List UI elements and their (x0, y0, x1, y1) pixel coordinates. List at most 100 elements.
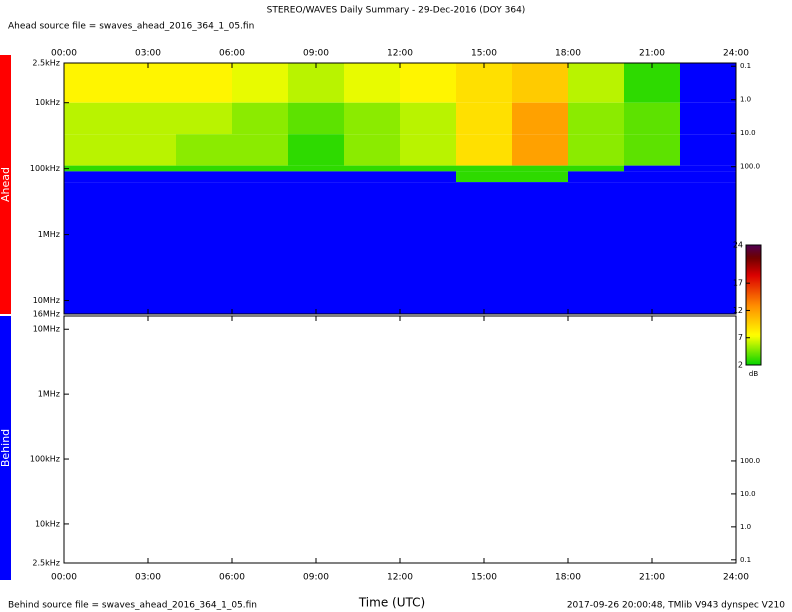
spectrogram-cell (120, 102, 176, 135)
spectrogram-cell (288, 134, 344, 166)
colorbar-swatch (746, 319, 761, 322)
spectrogram-cell (512, 171, 568, 183)
colorbar-swatch (746, 263, 761, 266)
colorbar-swatch (746, 291, 761, 294)
x-tick-label-top: 06:00 (219, 49, 245, 59)
colorbar-swatch (746, 287, 761, 290)
spectrogram-cell (344, 171, 400, 183)
colorbar-swatch (746, 359, 761, 362)
x-tick-label-bottom: 09:00 (303, 573, 329, 583)
spectrogram-cell (344, 63, 400, 103)
colorbar-swatch (746, 285, 761, 288)
panel-name: Ahead (0, 167, 12, 202)
colorbar-swatch (746, 323, 761, 326)
colorbar-frame (745, 244, 762, 366)
spectrogram-cell (120, 165, 176, 172)
colorbar-swatch (746, 297, 761, 300)
colorbar-swatch (746, 289, 761, 292)
y-tick-label: 1MHz (38, 390, 60, 399)
y-tick-label: 2.5kHz (32, 559, 60, 568)
colorbar-swatch (746, 349, 761, 352)
x-tick-label-bottom: 00:00 (51, 573, 77, 583)
colorbar-swatch (746, 327, 761, 330)
spectrogram-cell (624, 63, 680, 103)
colorbar-swatch (746, 351, 761, 354)
colorbar-swatch (746, 331, 761, 334)
footer: 2017-09-26 20:00:48, TMlib V943 dynspec … (567, 601, 785, 611)
colorbar-swatch (746, 317, 761, 320)
y2-tick-label: 0.1 (740, 62, 751, 70)
spectrogram-cell (64, 134, 120, 166)
spectrogram-cell (64, 171, 120, 183)
spectrogram-cell (176, 102, 232, 135)
colorbar-tick-label: 7 (738, 333, 743, 342)
colorbar-swatch (746, 279, 761, 282)
colorbar-swatch (746, 363, 761, 366)
spectrogram-cell (680, 165, 736, 172)
colorbar-swatch (746, 259, 761, 262)
x-tick-label-top: 15:00 (471, 49, 497, 59)
x-tick-label-top: 18:00 (555, 49, 581, 59)
y-tick-label: 10MHz (33, 325, 60, 334)
colorbar-swatch (746, 245, 761, 248)
colorbar-swatch (746, 345, 761, 348)
spectrogram-cell (176, 165, 232, 172)
colorbar-tick-label: 17 (733, 279, 743, 288)
colorbar-swatch (746, 315, 761, 318)
y-tick-label: 1MHz (38, 230, 60, 239)
x-tick-label-bottom: 24:00 (723, 573, 749, 583)
spectrogram-cell (568, 182, 624, 314)
y2-tick-label: 10.0 (740, 129, 756, 137)
y-tick-label: 100kHz (30, 164, 60, 173)
y2-tick-label: 0.1 (740, 556, 751, 564)
colorbar-swatch (746, 293, 761, 296)
y2-tick-label: 1.0 (740, 523, 751, 531)
colorbar-swatch (746, 253, 761, 256)
ahead-source: Ahead source file = swaves_ahead_2016_36… (8, 22, 254, 32)
colorbar-tick-label: 2 (738, 361, 743, 370)
spectrogram-cell (512, 102, 568, 135)
spectrogram-cell (288, 63, 344, 103)
spectrogram-cell (456, 102, 512, 135)
spectrogram-cell (456, 63, 512, 103)
x-axis-label: Time (UTC) (358, 596, 425, 610)
behind-source: Behind source file = swaves_ahead_2016_3… (8, 601, 257, 611)
x-tick-label-bottom: 06:00 (219, 573, 245, 583)
colorbar-swatch (746, 251, 761, 254)
colorbar-swatch (746, 307, 761, 310)
colorbar-swatch (746, 301, 761, 304)
colorbar-swatch (746, 341, 761, 344)
colorbar-swatch (746, 269, 761, 272)
spectrogram-cell (624, 171, 680, 183)
spectrogram-cell (288, 102, 344, 135)
y-tick-label: 16MHz (33, 310, 60, 319)
panel-background (64, 316, 736, 563)
colorbar-tick-label: 24 (733, 241, 743, 250)
title: STEREO/WAVES Daily Summary - 29-Dec-2016… (267, 6, 526, 16)
colorbar-swatch (746, 277, 761, 280)
spectrogram-cell (568, 134, 624, 166)
colorbar-swatch (746, 311, 761, 314)
y-tick-label: 10kHz (35, 98, 60, 107)
panel-bar (0, 316, 11, 580)
spectrogram-cell (568, 171, 624, 183)
y-tick-label: 10kHz (35, 519, 60, 528)
spectrogram-cell (400, 165, 456, 172)
spectrogram-cell (456, 134, 512, 166)
spectrogram-cell (120, 63, 176, 103)
spectrogram-cell (680, 171, 736, 183)
colorbar-swatch (746, 255, 761, 258)
colorbar-swatch (746, 283, 761, 286)
x-tick-label-top: 21:00 (639, 49, 665, 59)
colorbar-swatch (746, 257, 761, 260)
x-tick-label-top: 12:00 (387, 49, 413, 59)
colorbar-swatch (746, 273, 761, 276)
colorbar-swatch (746, 299, 761, 302)
colorbar-swatch (746, 329, 761, 332)
colorbar-tick-label: 12 (733, 306, 743, 315)
y2-tick-label: 1.0 (740, 96, 751, 104)
spectrogram-cell (400, 102, 456, 135)
colorbar-swatch (746, 357, 761, 360)
spectrogram-cell (344, 134, 400, 166)
